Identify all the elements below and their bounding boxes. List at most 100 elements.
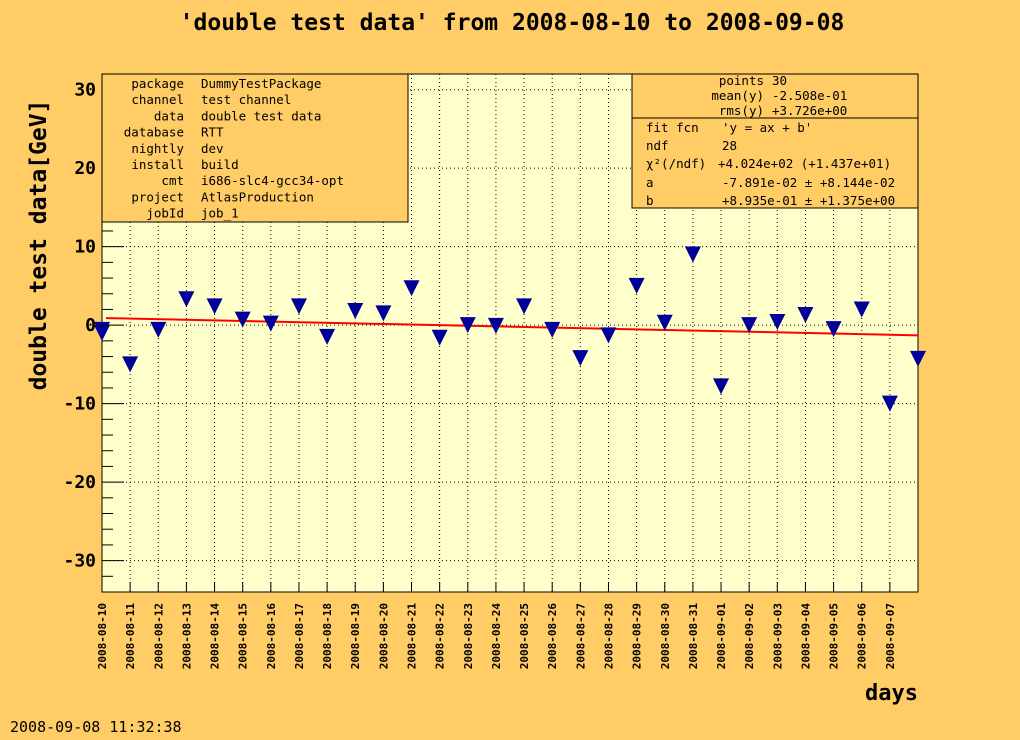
data-point [910,350,926,367]
info-value: RTT [201,125,224,140]
x-tick-label: 2008-08-20 [377,603,390,669]
info-key: database [124,125,184,140]
data-point [234,311,251,328]
x-tick-label: 2008-09-03 [771,603,784,669]
x-tick-label: 2008-08-12 [152,603,165,669]
x-tick-label: 2008-08-24 [490,603,503,670]
x-tick-label: 2008-08-10 [96,603,109,669]
y-tick-label: 30 [74,80,96,101]
info-key: cmt [161,173,184,188]
data-point [544,321,561,338]
fit-b-value: +8.935e-01 ± +1.375e+00 [722,193,895,208]
y-tick-label: -10 [63,394,96,415]
x-tick-label: 2008-08-14 [209,603,222,670]
data-point [206,298,223,315]
data-point [431,329,448,346]
x-tick-label: 2008-08-18 [321,603,334,669]
x-tick-label: 2008-08-17 [293,603,306,669]
x-tick-label: 2008-09-04 [799,603,812,670]
data-point [741,317,758,334]
x-tick-label: 2008-08-31 [687,603,700,670]
info-key: package [131,76,184,91]
y-tick-label: -20 [63,472,96,493]
stat-rms-value: +3.726e+00 [772,103,847,118]
info-value: i686-slc4-gcc34-opt [201,173,344,188]
info-value: double test data [201,108,321,123]
x-tick-label: 2008-08-16 [265,603,278,670]
data-point [122,356,139,373]
x-tick-label: 2008-08-29 [631,603,644,669]
x-tick-label: 2008-08-11 [124,603,137,670]
data-point [487,317,504,334]
x-tick-label: 2008-09-05 [828,603,841,669]
y-tick-label: 0 [85,315,96,336]
data-point [375,305,392,322]
x-tick-label: 2008-08-21 [406,603,419,670]
info-box: package DummyTestPackage channel test chann… [101,73,409,223]
info-value: build [201,157,239,172]
info-key: data [154,108,184,123]
fit-b-key: b [646,193,654,208]
info-key: jobId [146,206,184,221]
stats-box: points 30 mean(y) -2.508e-01 rms(y) +3.7… [631,73,919,209]
data-point [516,298,533,315]
y-tick-label: -30 [63,551,96,572]
fit-ndf-value: 28 [722,138,737,153]
stat-mean-key: mean(y) [711,88,764,103]
x-axis-title: days [865,681,918,706]
info-box-rows: package DummyTestPackage channel test chann… [124,76,344,221]
data-point [459,317,476,334]
data-point [290,298,307,315]
x-tick-label: 2008-09-06 [856,603,869,670]
x-tick-label: 2008-08-25 [518,603,531,669]
x-tick-label: 2008-08-28 [602,603,615,669]
fit-chi2-value: +4.024e+02 (+1.437e+01) [718,156,891,171]
x-tick-label: 2008-08-26 [546,603,559,670]
info-key: channel [131,92,184,107]
data-point [94,325,110,341]
x-tick-label: 2008-08-30 [659,603,672,669]
y-tick-label: 10 [74,237,96,258]
x-tick-label: 2008-08-27 [574,603,587,669]
fit-a-value: -7.891e-02 ± +8.144e-02 [722,175,895,190]
data-point [769,314,786,331]
info-key: install [131,157,184,172]
info-value: AtlasProduction [201,189,314,204]
data-point [150,321,167,338]
y-axis-title: double test data[GeV] [26,100,52,391]
x-tick-label: 2008-08-19 [349,603,362,669]
fit-fcn-value: 'y = ax + b' [722,120,812,135]
x-tick-label: 2008-08-15 [237,603,250,669]
x-tick-label: 2008-08-22 [434,603,447,669]
data-points [94,246,926,412]
x-tick-label: 2008-08-23 [462,603,475,669]
data-point [178,291,195,308]
x-tick-label: 2008-08-13 [180,603,193,669]
data-point [684,246,701,263]
fit-ndf-key: ndf [646,138,669,153]
x-tick-label: 2008-09-07 [884,603,897,669]
axes: 2008-08-10 2008-08-11 2008-08-12 2008-08-13… [63,73,897,670]
info-value: job_1 [201,206,239,221]
timestamp: 2008-09-08 11:32:38 [10,718,182,736]
info-key: project [131,189,184,204]
stats-box-frame [631,73,919,209]
fit-a-key: a [646,175,654,190]
data-point [628,277,645,294]
data-point [319,328,336,345]
info-value: DummyTestPackage [201,76,321,91]
data-point [600,327,617,344]
chart-title: 'double test data' from 2008-08-10 to 20… [180,10,845,36]
stat-points-value: 30 [772,73,787,88]
data-point [347,303,364,320]
data-point [853,301,870,318]
data-point [656,314,673,331]
info-value: test channel [201,92,291,107]
data-point [881,395,898,412]
stat-mean-value: -2.508e-01 [772,88,847,103]
y-tick-label: 20 [74,158,96,179]
fit-chi2-key: χ²(/ndf) [646,156,706,171]
stat-points-key: points [719,73,764,88]
info-box-frame [101,73,409,223]
